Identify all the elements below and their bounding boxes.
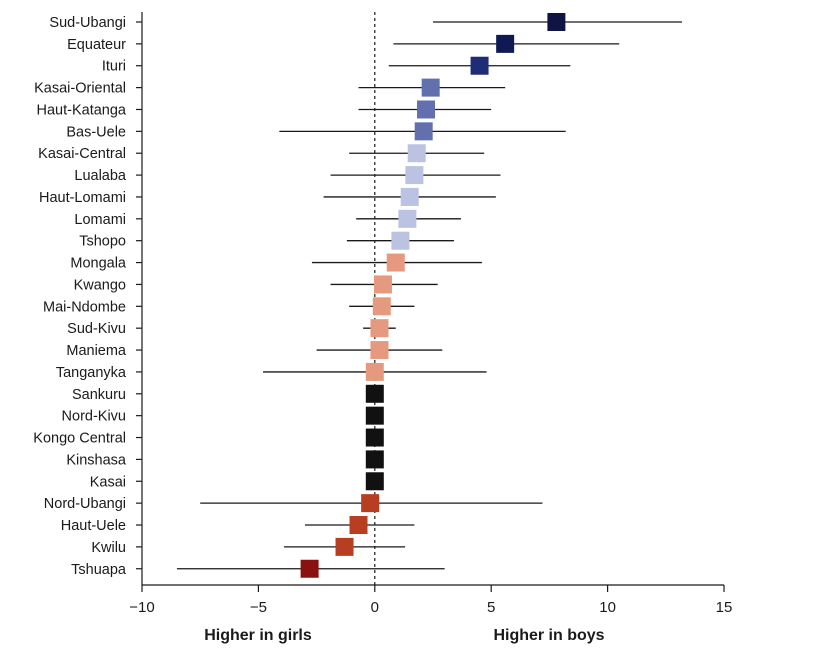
- category-label: Mongala: [70, 256, 127, 272]
- estimate-marker: [365, 450, 384, 469]
- category-label: Tanganyka: [56, 365, 127, 381]
- category-label: Kongo Central: [33, 431, 126, 447]
- x-tick-label: 15: [716, 599, 733, 616]
- x-tick-label: 0: [371, 599, 379, 616]
- category-label: Lualaba: [74, 168, 127, 184]
- category-label: Tshuapa: [71, 562, 127, 578]
- category-label: Bas-Uele: [66, 124, 126, 140]
- estimate-marker: [547, 13, 566, 31]
- estimate-marker: [414, 122, 433, 141]
- x-tick-label: −5: [250, 599, 267, 616]
- category-label: Sud-Kivu: [67, 321, 126, 337]
- axes: [136, 12, 724, 586]
- x-tick-label: 10: [599, 599, 616, 616]
- category-label: Kwilu: [91, 540, 126, 556]
- category-label: Tshopo: [79, 234, 126, 250]
- x-ticks: −10 −5 0 5 10 15: [129, 585, 732, 616]
- estimate-marker: [300, 559, 319, 578]
- estimate-marker: [349, 516, 368, 535]
- category-label: Haut-Lomami: [39, 190, 126, 206]
- category-label: Equateur: [67, 37, 126, 53]
- estimate-marker: [386, 253, 405, 272]
- x-tick-label: −10: [129, 599, 154, 616]
- category-label: Kinshasa: [66, 452, 127, 468]
- estimate-marker: [372, 297, 391, 316]
- estimate-marker: [391, 231, 410, 250]
- category-labels: Sud-Ubangi Equateur Ituri Kasai-Oriental Hau…: [33, 15, 127, 578]
- estimate-marker: [365, 362, 384, 381]
- estimate-marker: [405, 166, 424, 185]
- estimate-marker: [335, 537, 354, 556]
- category-label: Kasai: [90, 474, 126, 490]
- estimate-marker: [470, 56, 489, 75]
- x-label-right: Higher in boys: [493, 627, 604, 644]
- estimate-marker: [365, 428, 384, 447]
- estimate-marker: [496, 34, 515, 53]
- estimate-marker: [361, 494, 380, 513]
- category-label: Mai-Ndombe: [43, 299, 126, 315]
- estimate-marker: [417, 100, 436, 119]
- category-label: Nord-Ubangi: [44, 496, 126, 512]
- category-label: Haut-Uele: [61, 518, 126, 534]
- estimate-marker: [370, 341, 389, 360]
- estimate-marker: [365, 472, 384, 491]
- category-label: Haut-Katanga: [37, 102, 127, 118]
- category-label: Ituri: [102, 59, 126, 75]
- estimate-marker: [365, 406, 384, 425]
- category-label: Kasai-Oriental: [34, 81, 126, 97]
- category-label: Sankuru: [72, 387, 126, 403]
- category-label: Kwango: [74, 277, 126, 293]
- category-label: Sud-Ubangi: [49, 15, 126, 31]
- estimate-marker: [365, 384, 384, 403]
- point-estimates: [300, 13, 566, 578]
- estimate-marker: [398, 209, 417, 228]
- estimate-marker: [400, 187, 419, 206]
- category-label: Lomami: [74, 212, 126, 228]
- estimate-marker: [370, 319, 389, 338]
- estimate-marker: [421, 78, 440, 97]
- category-label: Kasai-Central: [38, 146, 126, 162]
- x-tick-label: 5: [487, 599, 495, 616]
- category-label: Maniema: [66, 343, 127, 359]
- x-label-left: Higher in girls: [204, 627, 312, 644]
- estimate-marker: [407, 144, 426, 163]
- category-label: Nord-Kivu: [62, 409, 126, 425]
- estimate-marker: [373, 275, 392, 294]
